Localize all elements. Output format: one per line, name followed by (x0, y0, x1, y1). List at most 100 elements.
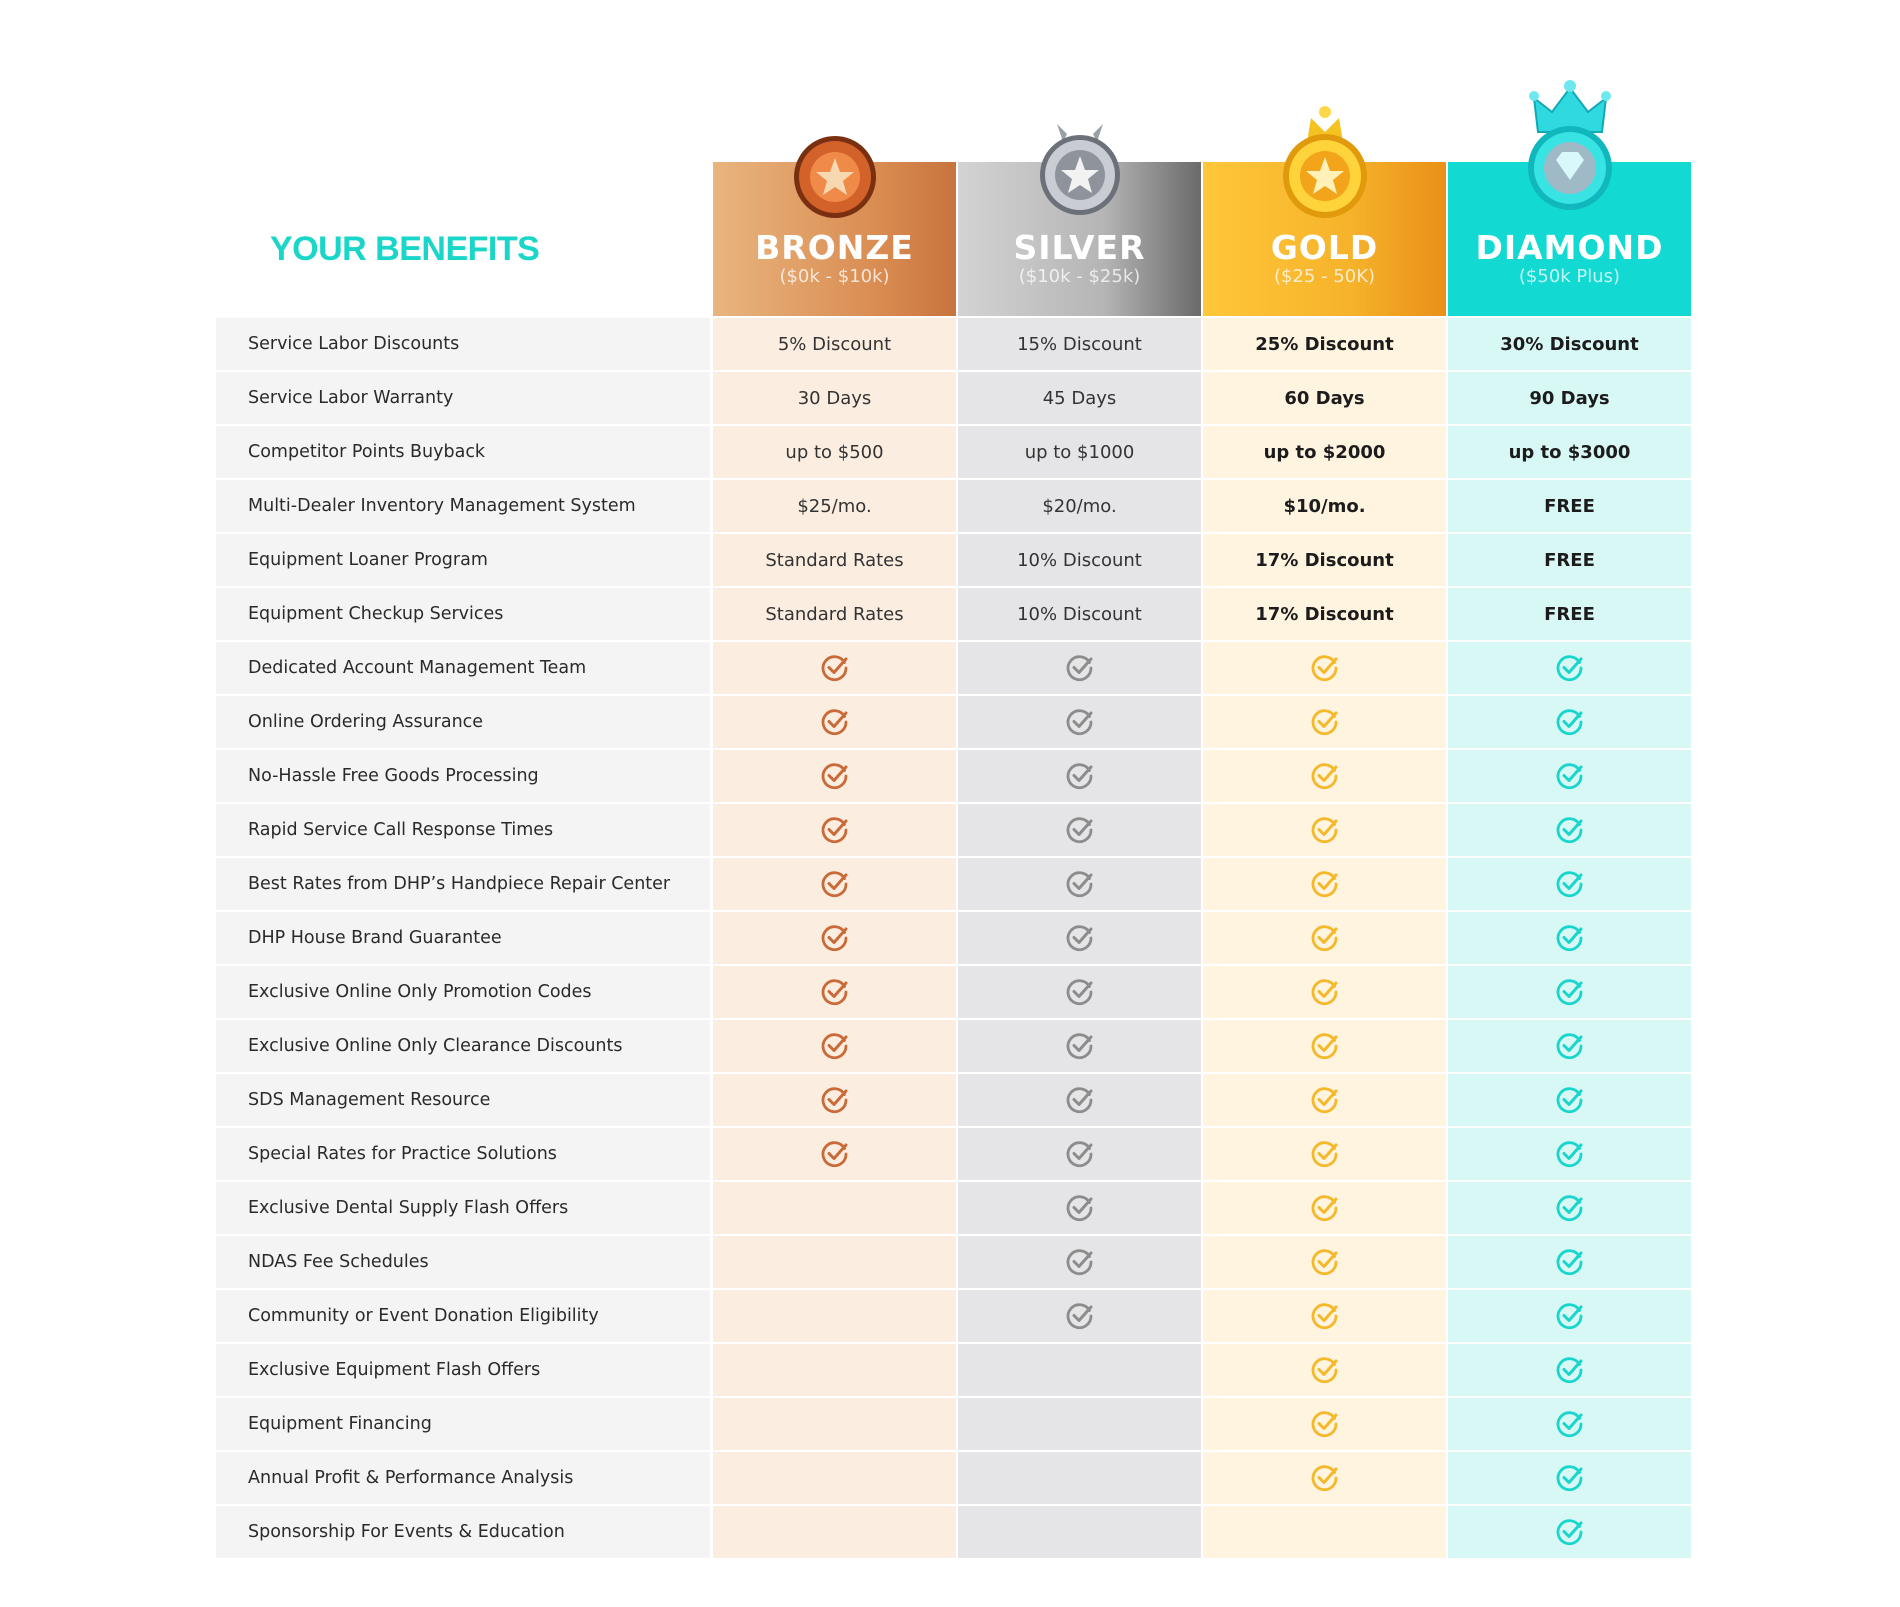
benefit-label: Special Rates for Practice Solutions (248, 1144, 557, 1164)
benefit-label-cell: Exclusive Equipment Flash Offers (216, 1344, 710, 1396)
benefit-label-cell: Dedicated Account Management Team (216, 642, 710, 694)
benefit-value: up to $500 (785, 441, 884, 463)
benefit-cell-gold (1203, 1182, 1446, 1234)
benefit-cell-bronze (713, 1398, 956, 1450)
checkmark-icon (820, 761, 850, 791)
benefit-value: Standard Rates (765, 603, 904, 625)
checkmark-icon (1555, 1193, 1585, 1223)
benefit-cell-bronze: 30 Days (713, 372, 956, 424)
benefit-label-cell: Exclusive Online Only Clearance Discount… (216, 1020, 710, 1072)
benefit-value: 10% Discount (1017, 603, 1142, 625)
benefit-value: 60 Days (1284, 387, 1365, 409)
benefit-cell-diamond (1448, 804, 1691, 856)
tier-header-gold: GOLD ($25 - 50K) (1203, 106, 1446, 316)
benefit-cell-gold (1203, 642, 1446, 694)
benefit-cell-silver: 10% Discount (958, 534, 1201, 586)
checkmark-icon (1065, 815, 1095, 845)
benefit-cell-diamond (1448, 912, 1691, 964)
benefit-cell-bronze: up to $500 (713, 426, 956, 478)
benefit-cell-diamond (1448, 1344, 1691, 1396)
benefit-cell-bronze: Standard Rates (713, 534, 956, 586)
benefit-cell-gold (1203, 1344, 1446, 1396)
benefit-cell-gold (1203, 696, 1446, 748)
benefit-label: NDAS Fee Schedules (248, 1252, 429, 1272)
table-row: Annual Profit & Performance Analysis (216, 1452, 1693, 1504)
checkmark-icon (1310, 1301, 1340, 1331)
benefit-cell-silver: $20/mo. (958, 480, 1201, 532)
benefit-value: 17% Discount (1255, 603, 1394, 625)
table-row: Exclusive Online Only Clearance Discount… (216, 1020, 1693, 1072)
checkmark-icon (820, 869, 850, 899)
benefit-label: Exclusive Equipment Flash Offers (248, 1360, 541, 1380)
benefit-label: DHP House Brand Guarantee (248, 928, 502, 948)
benefit-label-cell: Multi-Dealer Inventory Management System (216, 480, 710, 532)
benefit-cell-diamond (1448, 750, 1691, 802)
table-row: SDS Management Resource (216, 1074, 1693, 1126)
tier-name-bronze: BRONZE (755, 228, 914, 267)
benefit-cell-bronze (713, 1344, 956, 1396)
benefit-cell-bronze (713, 1236, 956, 1288)
checkmark-icon (1065, 653, 1095, 683)
checkmark-icon (1310, 653, 1340, 683)
table-row: Multi-Dealer Inventory Management System… (216, 480, 1693, 532)
benefit-cell-gold (1203, 1074, 1446, 1126)
checkmark-icon (1065, 707, 1095, 737)
table-row: Exclusive Online Only Promotion Codes (216, 966, 1693, 1018)
benefit-label-cell: Annual Profit & Performance Analysis (216, 1452, 710, 1504)
benefit-cell-silver (958, 1344, 1201, 1396)
checkmark-icon (820, 1139, 850, 1169)
benefit-value: 15% Discount (1017, 333, 1142, 355)
checkmark-icon (1555, 1085, 1585, 1115)
table-row: Rapid Service Call Response Times (216, 804, 1693, 856)
checkmark-icon (1065, 1301, 1095, 1331)
benefit-label: Multi-Dealer Inventory Management System (248, 496, 636, 516)
benefit-cell-silver (958, 858, 1201, 910)
benefit-label: Best Rates from DHP’s Handpiece Repair C… (248, 874, 671, 894)
benefit-value: 10% Discount (1017, 549, 1142, 571)
benefit-cell-bronze (713, 1452, 956, 1504)
benefit-cell-bronze: Standard Rates (713, 588, 956, 640)
benefit-cell-silver: 10% Discount (958, 588, 1201, 640)
benefit-cell-silver (958, 1398, 1201, 1450)
benefit-cell-gold (1203, 966, 1446, 1018)
benefit-cell-silver: 45 Days (958, 372, 1201, 424)
checkmark-icon (1555, 1031, 1585, 1061)
benefits-title: YOUR BENEFITS (270, 230, 540, 268)
benefit-value: 30% Discount (1500, 333, 1639, 355)
benefit-cell-gold: 25% Discount (1203, 318, 1446, 370)
benefit-label: Sponsorship For Events & Education (248, 1522, 565, 1542)
benefit-cell-diamond: 30% Discount (1448, 318, 1691, 370)
benefit-cell-diamond (1448, 1020, 1691, 1072)
table-row: Exclusive Equipment Flash Offers (216, 1344, 1693, 1396)
benefit-cell-bronze (713, 1290, 956, 1342)
benefit-label: Community or Event Donation Eligibility (248, 1306, 599, 1326)
checkmark-icon (1555, 1301, 1585, 1331)
benefit-cell-bronze (713, 642, 956, 694)
benefit-cell-silver: up to $1000 (958, 426, 1201, 478)
benefit-cell-bronze (713, 804, 956, 856)
checkmark-icon (1555, 815, 1585, 845)
checkmark-icon (1555, 1409, 1585, 1439)
benefit-cell-silver (958, 966, 1201, 1018)
benefit-cell-silver (958, 1020, 1201, 1072)
benefit-label: Equipment Loaner Program (248, 550, 488, 570)
benefit-value: 5% Discount (777, 333, 892, 355)
checkmark-icon (1555, 707, 1585, 737)
benefit-label-cell: Equipment Loaner Program (216, 534, 710, 586)
checkmark-icon (1555, 977, 1585, 1007)
benefit-cell-diamond (1448, 642, 1691, 694)
tier-name-diamond: DIAMOND (1475, 228, 1664, 267)
benefit-cell-diamond: 90 Days (1448, 372, 1691, 424)
diamond-crown-medal-icon (1527, 80, 1612, 210)
checkmark-icon (1065, 977, 1095, 1007)
table-row: Community or Event Donation Eligibility (216, 1290, 1693, 1342)
checkmark-icon (1065, 1031, 1095, 1061)
benefit-label-cell: Exclusive Dental Supply Flash Offers (216, 1182, 710, 1234)
tier-range-silver: ($10k - $25k) (1018, 266, 1141, 287)
benefit-cell-diamond (1448, 1398, 1691, 1450)
benefit-cell-gold (1203, 1506, 1446, 1558)
checkmark-icon (1310, 1193, 1340, 1223)
benefit-label: Equipment Financing (248, 1414, 432, 1434)
benefit-label-cell: NDAS Fee Schedules (216, 1236, 710, 1288)
benefit-cell-silver (958, 1452, 1201, 1504)
